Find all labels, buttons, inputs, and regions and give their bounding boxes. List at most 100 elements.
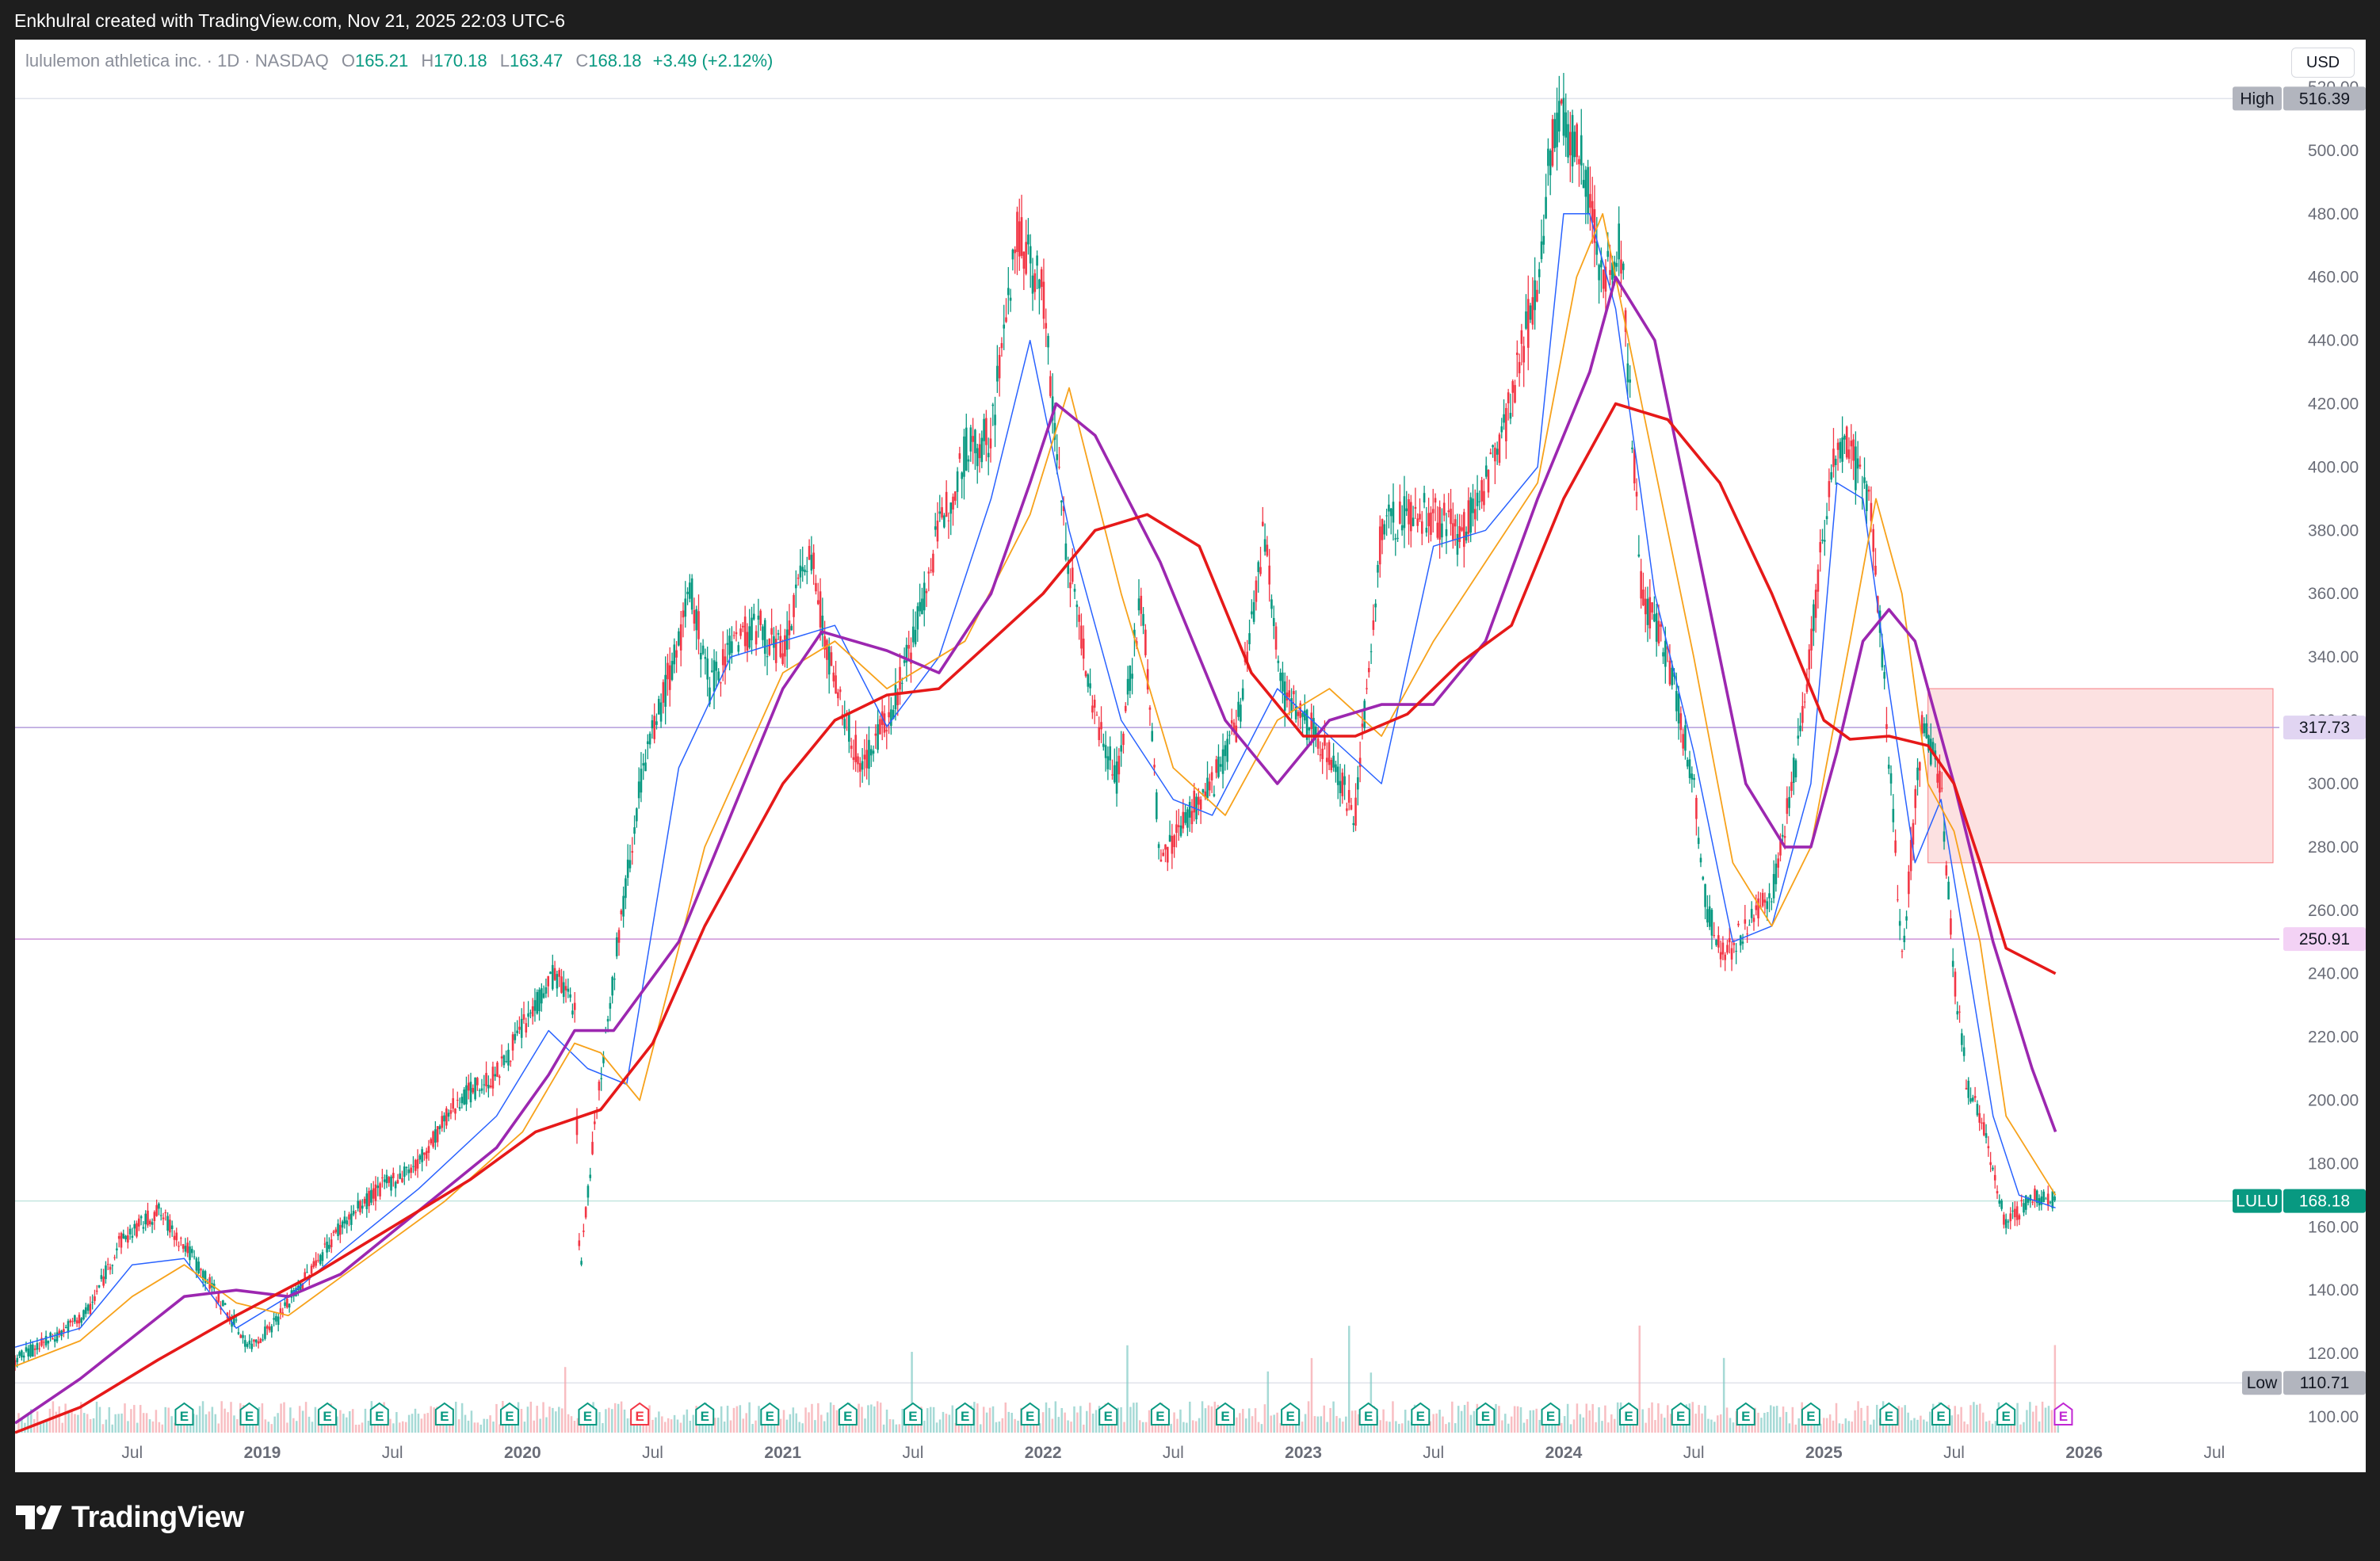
volume-bar <box>364 1408 367 1433</box>
volume-bar <box>1194 1421 1198 1433</box>
volume-bar <box>864 1418 866 1433</box>
candle-body <box>346 1220 348 1225</box>
candle-body <box>1998 1200 2001 1204</box>
earnings-marker-label: E <box>1221 1409 1229 1424</box>
candle-body <box>1228 735 1231 736</box>
volume-bar <box>2026 1410 2028 1433</box>
candle-body <box>1675 691 1678 712</box>
candle-body <box>1624 310 1627 332</box>
earnings-marker-icon <box>1541 1402 1561 1426</box>
candle-body <box>514 1033 517 1040</box>
volume-bar <box>1807 1419 1809 1433</box>
candle-body <box>1728 937 1731 943</box>
volume-bar <box>1954 1406 1957 1433</box>
volume-bar <box>911 1352 913 1433</box>
volume-bar <box>1276 1412 1278 1433</box>
y-tick-label: 100.00 <box>2308 1408 2359 1426</box>
candle-body <box>1708 906 1711 927</box>
candle-body <box>865 750 868 769</box>
candle-body <box>628 860 632 868</box>
volume-bar <box>39 1423 42 1433</box>
candle-body <box>921 598 923 615</box>
candle-body <box>735 632 738 635</box>
x-tick-label: 2025 <box>1805 1444 1843 1462</box>
candle-body <box>2051 1191 2054 1208</box>
candle-body <box>1177 825 1180 827</box>
currency-button[interactable]: USD <box>2291 48 2355 78</box>
volume-bar <box>567 1414 570 1433</box>
volume-bar <box>1495 1403 1497 1433</box>
volume-bar <box>764 1422 766 1433</box>
earnings-marker-icon <box>318 1402 338 1426</box>
volume-bar <box>92 1418 95 1433</box>
candle-body <box>773 635 775 648</box>
volume-bar <box>686 1409 689 1433</box>
x-tick-label: 2021 <box>764 1444 801 1462</box>
candle-body <box>751 617 753 641</box>
candle-body <box>425 1151 428 1159</box>
earnings-marker-icon <box>239 1402 259 1426</box>
volume-bar <box>145 1413 148 1433</box>
volume-bar <box>1210 1406 1213 1433</box>
volume-bar <box>1841 1423 1844 1433</box>
candle-body <box>720 682 722 684</box>
volume-bar <box>296 1421 298 1433</box>
candle-body <box>1469 497 1472 533</box>
earnings-marker-label: E <box>1026 1409 1034 1424</box>
candle-body <box>648 733 651 745</box>
candle-body <box>1606 250 1610 258</box>
candle-body <box>1484 465 1488 477</box>
volume-bar <box>520 1409 523 1433</box>
candle-body <box>1106 756 1110 769</box>
candle-body <box>602 1055 605 1063</box>
candle-body <box>2025 1195 2027 1210</box>
volume-bar <box>1669 1414 1672 1433</box>
volume-bar <box>1301 1422 1304 1433</box>
volume-bar <box>1038 1423 1041 1433</box>
volume-bar <box>230 1402 232 1433</box>
volume-bar <box>1045 1402 1048 1433</box>
candle-body <box>1584 170 1587 197</box>
volume-bar <box>529 1401 533 1433</box>
volume-bar <box>1960 1406 1962 1433</box>
volume-bar <box>71 1409 73 1433</box>
candle-body <box>1792 758 1795 783</box>
candle-body <box>1522 345 1525 363</box>
candle-body <box>1664 640 1667 667</box>
candle-body <box>36 1343 39 1350</box>
volume-bar <box>1857 1401 1859 1433</box>
chart-frame[interactable]: E E E E E E E E E E E E E E E E E E E E E E E E E E E E E E 100.00 120.… <box>15 40 2366 1472</box>
candle-body <box>368 1190 370 1207</box>
volume-bar <box>1582 1417 1585 1433</box>
candle-body <box>1595 241 1599 255</box>
candle-body <box>122 1233 125 1238</box>
volume-bar <box>1120 1406 1122 1433</box>
volume-bar <box>1725 1407 1729 1433</box>
candle-body <box>394 1181 397 1189</box>
candle-body <box>620 910 623 914</box>
candle-body <box>728 635 731 655</box>
volume-bar <box>1657 1403 1660 1433</box>
volume-bar <box>280 1403 282 1433</box>
volume-bar <box>48 1408 52 1433</box>
volume-bar <box>620 1401 623 1433</box>
candle-body <box>416 1158 419 1169</box>
candle-body <box>2011 1210 2014 1212</box>
candle-body <box>784 635 786 657</box>
volume-bar <box>858 1403 860 1433</box>
candle-body <box>1498 434 1501 464</box>
candle-body <box>1867 489 1870 492</box>
candle-body <box>1148 707 1152 710</box>
price-chart[interactable]: E E E E E E E E E E E E E E E E E E E E E E E E E E E E E E 100.00120.… <box>15 40 2366 1472</box>
candle-body <box>326 1242 328 1253</box>
volume-bar <box>1679 1420 1682 1433</box>
volume-bar <box>617 1403 620 1433</box>
volume-bar <box>1051 1418 1054 1433</box>
candle-body <box>987 452 990 458</box>
earnings-marker-label: E <box>1676 1409 1685 1424</box>
candle-body <box>1507 392 1510 403</box>
candle-body <box>954 491 957 501</box>
candle-body <box>1133 629 1136 639</box>
candle-body <box>1631 447 1633 449</box>
candle-body <box>949 502 953 514</box>
